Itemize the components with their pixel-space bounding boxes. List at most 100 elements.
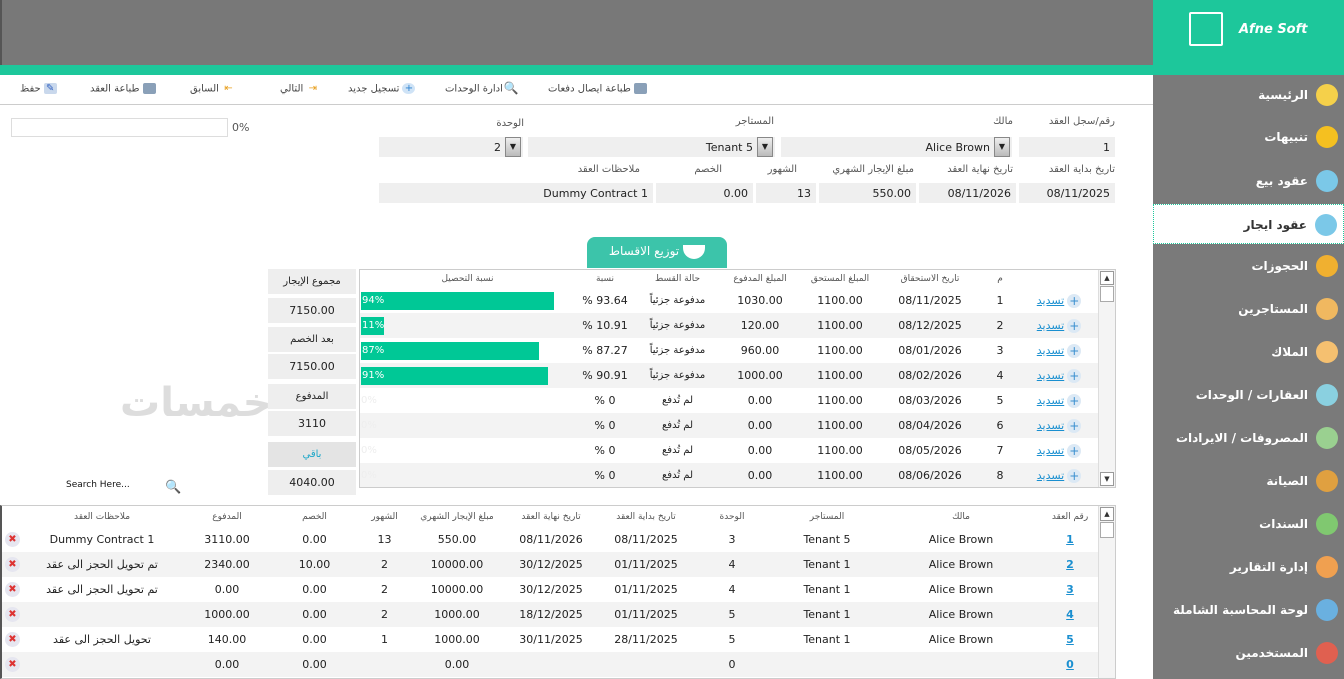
scroll-up-icon[interactable]: ▲ bbox=[1100, 507, 1114, 521]
after-discount-value: 7150.00 bbox=[268, 354, 356, 379]
contract-row[interactable]: ✖ 3 Alice Brown Tenant 1 4 01/11/2025 30/12/20… bbox=[2, 577, 1099, 602]
contract-row[interactable]: ✖ 5 Alice Brown Tenant 1 5 28/11/2025 30/11/20… bbox=[2, 627, 1099, 652]
contract-row[interactable]: ✖ 2 Alice Brown Tenant 1 4 01/11/2025 30/12/20… bbox=[2, 552, 1099, 577]
sidebar-item[interactable]: تنبيهات bbox=[1153, 117, 1344, 157]
scroll-down-icon[interactable]: ▼ bbox=[1100, 472, 1114, 486]
col-header-no: م bbox=[997, 273, 1003, 284]
sidebar-item[interactable]: المصروفات / الايرادات bbox=[1153, 418, 1344, 458]
pay-installment-button[interactable]: +تسديد bbox=[1020, 338, 1098, 363]
col-header-due-date: تاريخ الاستحقاق bbox=[900, 273, 960, 284]
chevron-down-icon[interactable]: ▼ bbox=[757, 137, 773, 157]
cell-monthly: 0.00 bbox=[444, 658, 470, 671]
contract-link[interactable]: 3 bbox=[1066, 583, 1074, 596]
sidebar-item[interactable]: المستخدمين bbox=[1153, 633, 1344, 673]
installments-tab[interactable]: توزيع الاقساط bbox=[587, 237, 727, 268]
delete-icon[interactable]: ✖ bbox=[5, 582, 20, 597]
sidebar-item[interactable]: السندات bbox=[1153, 504, 1344, 544]
pay-installment-button[interactable]: +تسديد bbox=[1020, 313, 1098, 338]
delete-icon[interactable]: ✖ bbox=[5, 532, 20, 547]
sidebar-item[interactable]: لوحة المحاسبة الشاملة bbox=[1153, 590, 1344, 630]
contract-link[interactable]: 5 bbox=[1066, 633, 1074, 646]
remaining-label: باقي bbox=[268, 442, 356, 467]
contract-link[interactable]: 1 bbox=[1066, 533, 1074, 546]
scroll-up-icon[interactable]: ▲ bbox=[1100, 271, 1114, 285]
pay-label: تسديد bbox=[1036, 294, 1065, 307]
sidebar-item-icon bbox=[1316, 599, 1338, 621]
total-rent-label: مجموع الإيجار bbox=[268, 269, 356, 294]
sidebar-item-label: الملاك bbox=[1271, 345, 1308, 359]
delete-icon[interactable]: ✖ bbox=[5, 657, 20, 672]
notes-field[interactable]: Dummy Contract 1 bbox=[378, 182, 654, 204]
previous-button[interactable]: ⇤ السابق bbox=[190, 83, 235, 95]
cell-notes: تم تحويل الحجز الى عقد bbox=[46, 558, 158, 571]
sidebar-item[interactable]: إدارة التقارير bbox=[1153, 547, 1344, 587]
pay-label: تسديد bbox=[1036, 394, 1065, 407]
sidebar-item[interactable]: الرئيسية bbox=[1153, 75, 1344, 115]
sidebar-item[interactable]: عقود بيع bbox=[1153, 161, 1344, 201]
pay-installment-button[interactable]: +تسديد bbox=[1020, 363, 1098, 388]
delete-icon[interactable]: ✖ bbox=[5, 607, 20, 622]
cell-status: مدفوعة جزئياً bbox=[649, 320, 706, 331]
pay-installment-button[interactable]: +تسديد bbox=[1020, 388, 1098, 413]
installment-row: +تسديد 5 08/03/2026 1100.00 0.00 لم تُدفع 0 % 0… bbox=[360, 388, 1098, 413]
cell-tenant: Tenant 1 bbox=[803, 633, 851, 646]
cell-ratio: 90.91 % bbox=[582, 369, 628, 382]
col-header-notes: ملاحظات العقد bbox=[73, 512, 131, 522]
cell-discount: 0.00 bbox=[302, 583, 327, 596]
sidebar-item-label: تنبيهات bbox=[1264, 130, 1308, 144]
tenant-value: Tenant 5 bbox=[705, 141, 753, 154]
cell-end: 30/11/2025 bbox=[519, 633, 583, 646]
owner-select[interactable]: Alice Brown ▼ bbox=[780, 136, 1013, 158]
sidebar-item[interactable]: الصيانة bbox=[1153, 461, 1344, 501]
scrollbar[interactable]: ▲ bbox=[1098, 506, 1115, 678]
tenant-select[interactable]: Tenant 5 ▼ bbox=[527, 136, 776, 158]
cell-paid: 120.00 bbox=[740, 319, 780, 332]
contract-link[interactable]: 0 bbox=[1066, 658, 1074, 671]
contract-link[interactable]: 4 bbox=[1066, 608, 1074, 621]
accent-strip bbox=[0, 65, 1153, 75]
scroll-thumb[interactable] bbox=[1100, 522, 1114, 538]
chevron-down-icon[interactable]: ▼ bbox=[994, 137, 1010, 157]
scrollbar[interactable]: ▲ ▼ bbox=[1098, 270, 1115, 487]
contract-row[interactable]: ✖ 4 Alice Brown Tenant 1 5 01/11/2025 18/12/20… bbox=[2, 602, 1099, 627]
monthly-rent-field[interactable]: 550.00 bbox=[818, 182, 917, 204]
sidebar-item[interactable]: المستاجرين bbox=[1153, 289, 1344, 329]
sidebar-item-icon bbox=[1316, 170, 1338, 192]
sidebar-item[interactable]: الملاك bbox=[1153, 332, 1344, 372]
new-record-button[interactable]: +تسجيل جديد bbox=[348, 83, 416, 95]
manage-units-button[interactable]: 🔍ادارة الوحدات bbox=[445, 82, 519, 95]
pay-installment-button[interactable]: +تسديد bbox=[1020, 463, 1098, 487]
search-input[interactable]: Search Here... bbox=[66, 480, 130, 490]
print-contract-button[interactable]: طباعة العقد bbox=[90, 83, 156, 95]
cell-notes: تحويل الحجز الى عقد bbox=[53, 633, 151, 646]
sidebar-item[interactable]: العقارات / الوحدات bbox=[1153, 375, 1344, 415]
unit-select[interactable]: 2 ▼ bbox=[378, 136, 524, 158]
contract-row[interactable]: ✖ 0 0 0.00 0.00 0.00 bbox=[2, 652, 1099, 677]
chevron-down-icon[interactable]: ▼ bbox=[505, 137, 521, 157]
next-button[interactable]: ⇥ التالي bbox=[280, 83, 319, 95]
cell-monthly: 1000.00 bbox=[434, 633, 480, 646]
scroll-thumb[interactable] bbox=[1100, 286, 1114, 302]
pay-installment-button[interactable]: +تسديد bbox=[1020, 413, 1098, 438]
save-button[interactable]: ✎حفظ bbox=[20, 83, 57, 95]
months-field[interactable]: 13 bbox=[755, 182, 817, 204]
col-header-owner: مالك bbox=[952, 512, 970, 522]
search-icon[interactable]: 🔍 bbox=[165, 480, 182, 495]
contract-no-field[interactable]: 1 bbox=[1018, 136, 1116, 158]
sidebar-item[interactable]: عقود ايجار bbox=[1153, 204, 1344, 244]
contract-link[interactable]: 2 bbox=[1066, 558, 1074, 571]
print-receipts-button[interactable]: طباعة ايصال دفعات bbox=[548, 83, 647, 95]
sidebar-item[interactable]: الحجوزات bbox=[1153, 246, 1344, 286]
cell-ratio: 0 % bbox=[594, 469, 616, 482]
start-date-field[interactable]: 08/11/2025 bbox=[1018, 182, 1116, 204]
delete-icon[interactable]: ✖ bbox=[5, 557, 20, 572]
contract-row[interactable]: ✖ 1 Alice Brown Tenant 5 3 08/11/2025 08/11/20… bbox=[2, 527, 1099, 552]
end-date-field[interactable]: 08/11/2026 bbox=[918, 182, 1017, 204]
col-header-contract-no: رقم العقد bbox=[1051, 512, 1089, 522]
pay-installment-button[interactable]: +تسديد bbox=[1020, 288, 1098, 313]
pay-installment-button[interactable]: +تسديد bbox=[1020, 438, 1098, 463]
cell-status: مدفوعة جزئياً bbox=[649, 345, 706, 356]
cell-notes bbox=[22, 602, 182, 627]
delete-icon[interactable]: ✖ bbox=[5, 632, 20, 647]
discount-field[interactable]: 0.00 bbox=[655, 182, 754, 204]
